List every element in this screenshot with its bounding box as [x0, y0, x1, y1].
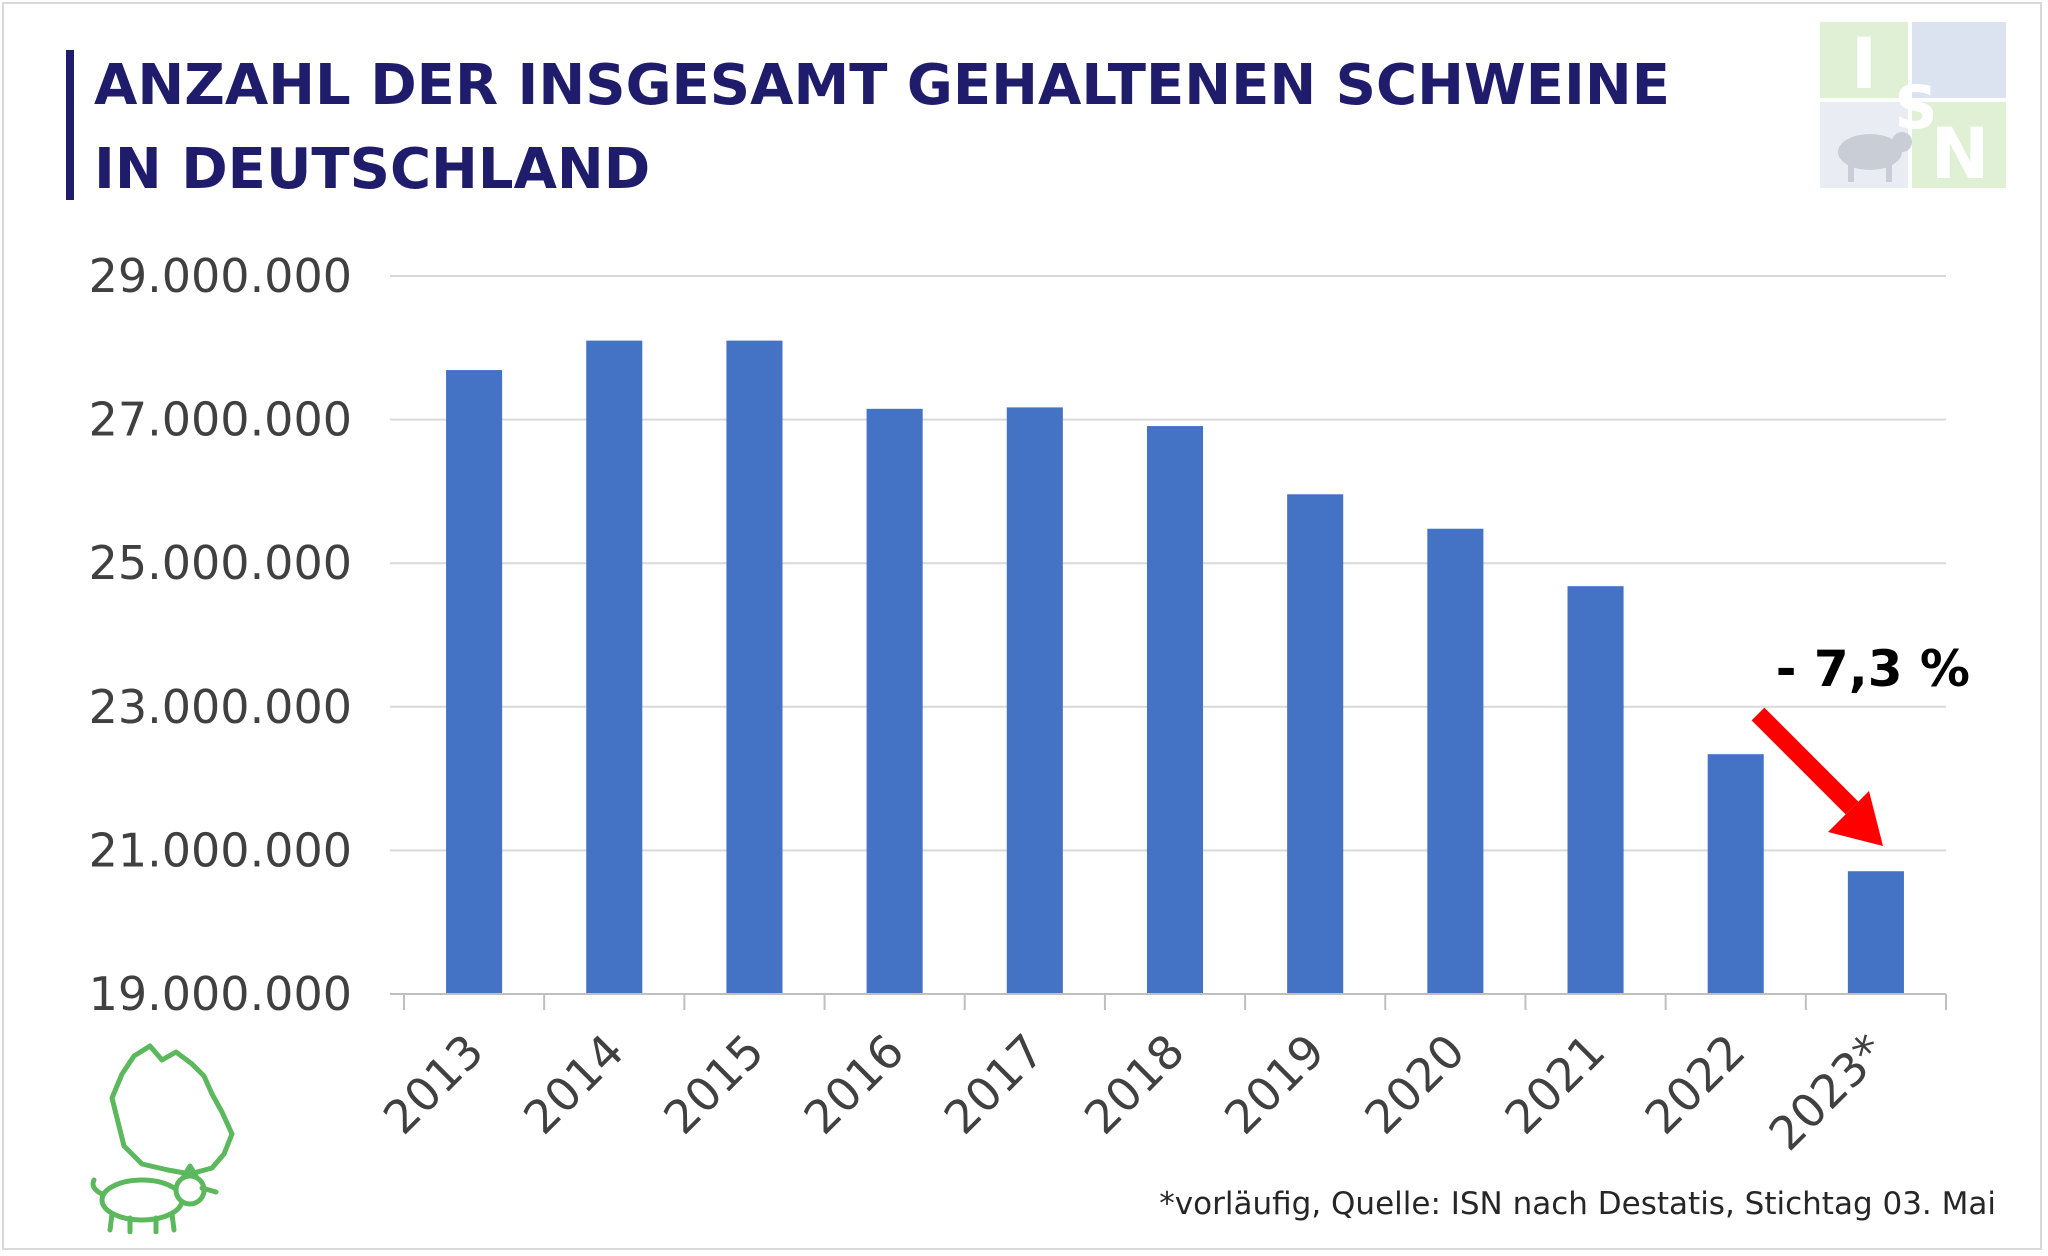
- x-tick-label: 2016: [793, 1024, 914, 1145]
- x-tick-label: 2015: [653, 1024, 774, 1145]
- chart-title-line-2: IN DEUTSCHLAND: [94, 137, 651, 202]
- pig-germany-map-icon: [90, 1043, 235, 1234]
- y-tick-label: 29.000.000: [89, 249, 352, 303]
- title-accent-bar: [66, 50, 74, 200]
- y-tick-label: 19.000.000: [89, 967, 352, 1021]
- bars: [446, 340, 1904, 995]
- bar-2016: [866, 408, 923, 995]
- logo-pig-icon: [1838, 132, 1912, 182]
- x-tick-label: 2021: [1494, 1024, 1615, 1145]
- y-tick-label: 25.000.000: [89, 536, 352, 590]
- x-tick-label: 2022: [1635, 1024, 1756, 1145]
- x-axis-tick-labels: 2013 2014 2015 2016 2017 2018 2019 2020 2021 2022…: [373, 1024, 1896, 1161]
- bar-2013: [446, 370, 503, 995]
- bar-2020: [1427, 528, 1484, 994]
- bar-2017: [1006, 407, 1063, 994]
- bar-2023: [1847, 871, 1904, 994]
- x-tick-label: 2013: [373, 1024, 494, 1145]
- bar-2021: [1567, 586, 1624, 994]
- x-tick-label: 2014: [513, 1024, 634, 1145]
- decline-arrow-icon: [1751, 707, 1883, 846]
- decline-annotation: - 7,3 %: [1776, 640, 1970, 698]
- logo-letter-s: S: [1894, 73, 1937, 143]
- chart-title: ANZAHL DER INSGESAMT GEHALTENEN SCHWEINE…: [94, 44, 1794, 212]
- y-tick-label: 21.000.000: [89, 823, 352, 877]
- source-footnote: *vorläufig, Quelle: ISN nach Destatis, S…: [1159, 1186, 1996, 1222]
- y-tick-label: 27.000.000: [89, 393, 352, 447]
- bar-2022: [1707, 754, 1764, 994]
- bar-2018: [1146, 426, 1204, 994]
- y-axis-tick-labels: 19.000.000 21.000.000 23.000.000 25.000.000…: [89, 249, 352, 1021]
- x-tick-label: 2017: [934, 1024, 1055, 1145]
- chart-title-line-1: ANZAHL DER INSGESAMT GEHALTENEN SCHWEINE: [94, 53, 1670, 118]
- x-tick-label: 2018: [1074, 1024, 1195, 1145]
- isn-logo: I S N: [1820, 22, 2006, 188]
- bar-2019: [1287, 494, 1344, 994]
- x-axis: [390, 993, 1947, 1010]
- bar-2014: [586, 340, 643, 994]
- bar-2015: [726, 340, 783, 994]
- logo-letter-i: I: [1851, 23, 1877, 105]
- x-tick-label: 2023*: [1758, 1024, 1895, 1161]
- logo-letter-n: N: [1931, 113, 1990, 188]
- x-tick-label: 2020: [1354, 1024, 1475, 1145]
- y-tick-label: 23.000.000: [89, 680, 352, 734]
- x-tick-label: 2019: [1214, 1024, 1335, 1145]
